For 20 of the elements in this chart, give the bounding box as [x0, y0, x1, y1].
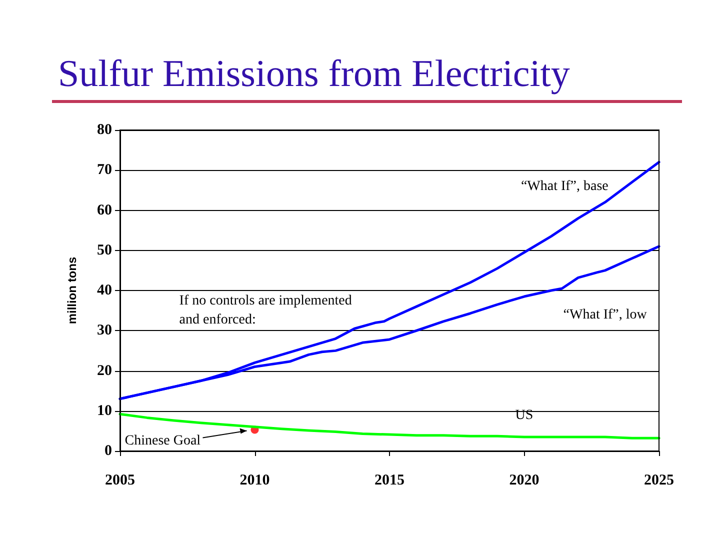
y-tick-label: 10	[97, 402, 112, 419]
y-tick-label: 0	[104, 443, 112, 459]
y-axis-title: million tons	[65, 256, 79, 324]
y-tick-label: 50	[97, 242, 112, 258]
y-tick-label: 80	[97, 122, 112, 138]
x-tick-label: 2015	[374, 472, 404, 488]
chart-title: Sulfur Emissions from Electricity	[58, 52, 570, 96]
series-label: “What If”, base	[520, 179, 608, 194]
x-tick-label: 2020	[509, 472, 540, 488]
series-label: “What If”, low	[563, 308, 648, 323]
x-tick-label: 2010	[240, 472, 270, 488]
y-tick-label: 60	[97, 202, 112, 218]
y-tick-label: 40	[97, 282, 112, 298]
x-tick-label: 2005	[105, 472, 135, 488]
annotation: If no controls are implemented and enforced:	[179, 294, 352, 328]
y-tick-label: 20	[97, 362, 112, 379]
x-tick-label: 2025	[644, 472, 674, 488]
annotation: Chinese Goal	[124, 434, 201, 449]
y-tick-label: 30	[97, 322, 112, 339]
y-tick-label: 70	[97, 162, 112, 178]
